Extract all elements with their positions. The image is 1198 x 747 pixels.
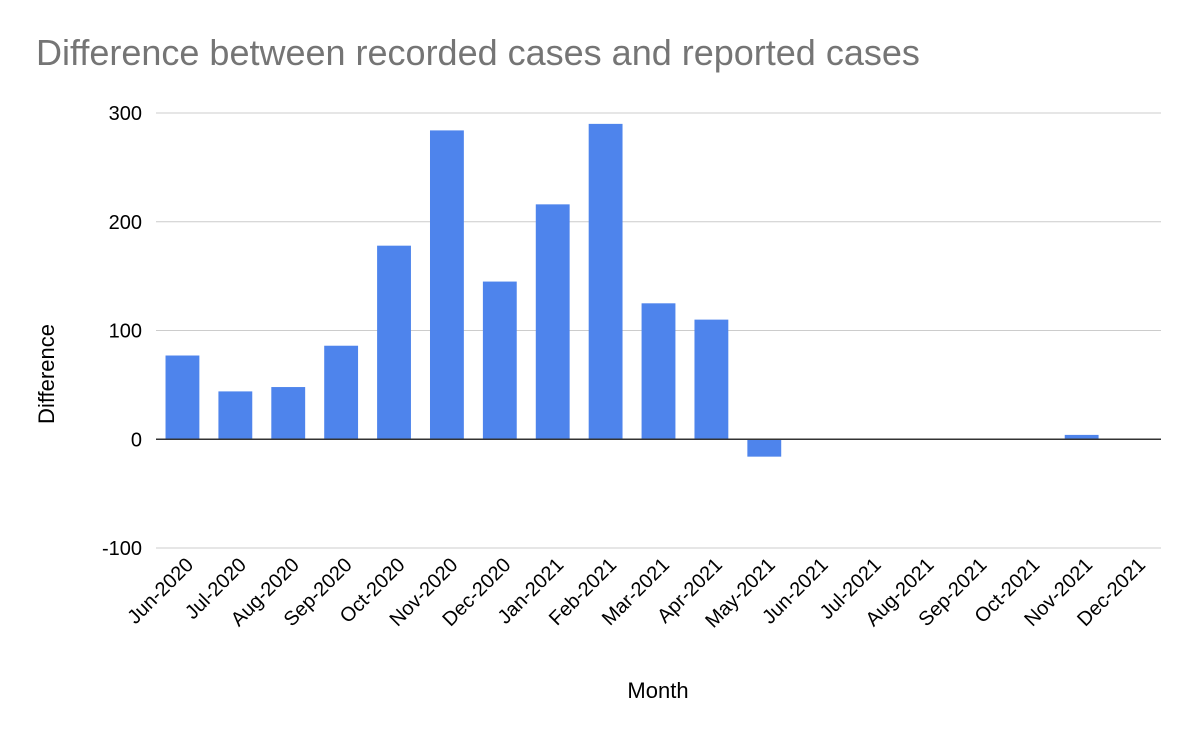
bar	[482, 281, 517, 440]
bar	[535, 204, 570, 440]
y-tick-label: 300	[109, 103, 142, 125]
bar	[588, 123, 623, 440]
bar	[165, 355, 200, 440]
bar	[694, 319, 729, 440]
bar	[377, 245, 411, 440]
bar	[271, 387, 306, 440]
x-tick-label: Jun-2020	[123, 554, 198, 629]
bar	[1064, 434, 1099, 440]
bar	[324, 345, 359, 440]
bar	[747, 439, 782, 457]
bars	[165, 123, 1099, 457]
x-axis-label: Month	[627, 678, 688, 703]
x-axis-ticks: Jun-2020Jul-2020Aug-2020Sep-2020Oct-2020…	[123, 554, 1150, 632]
bar	[429, 130, 464, 440]
y-axis-label: Difference	[34, 324, 59, 424]
chart-title: Difference between recorded cases and re…	[36, 32, 920, 73]
y-axis-ticks: 300 200 100 0 -100	[102, 103, 142, 560]
y-tick-label: 200	[109, 212, 142, 234]
bar	[641, 303, 676, 440]
y-tick-label: -100	[102, 538, 142, 560]
y-tick-label: 0	[131, 429, 142, 451]
bar	[218, 391, 253, 440]
y-tick-label: 100	[109, 321, 142, 343]
